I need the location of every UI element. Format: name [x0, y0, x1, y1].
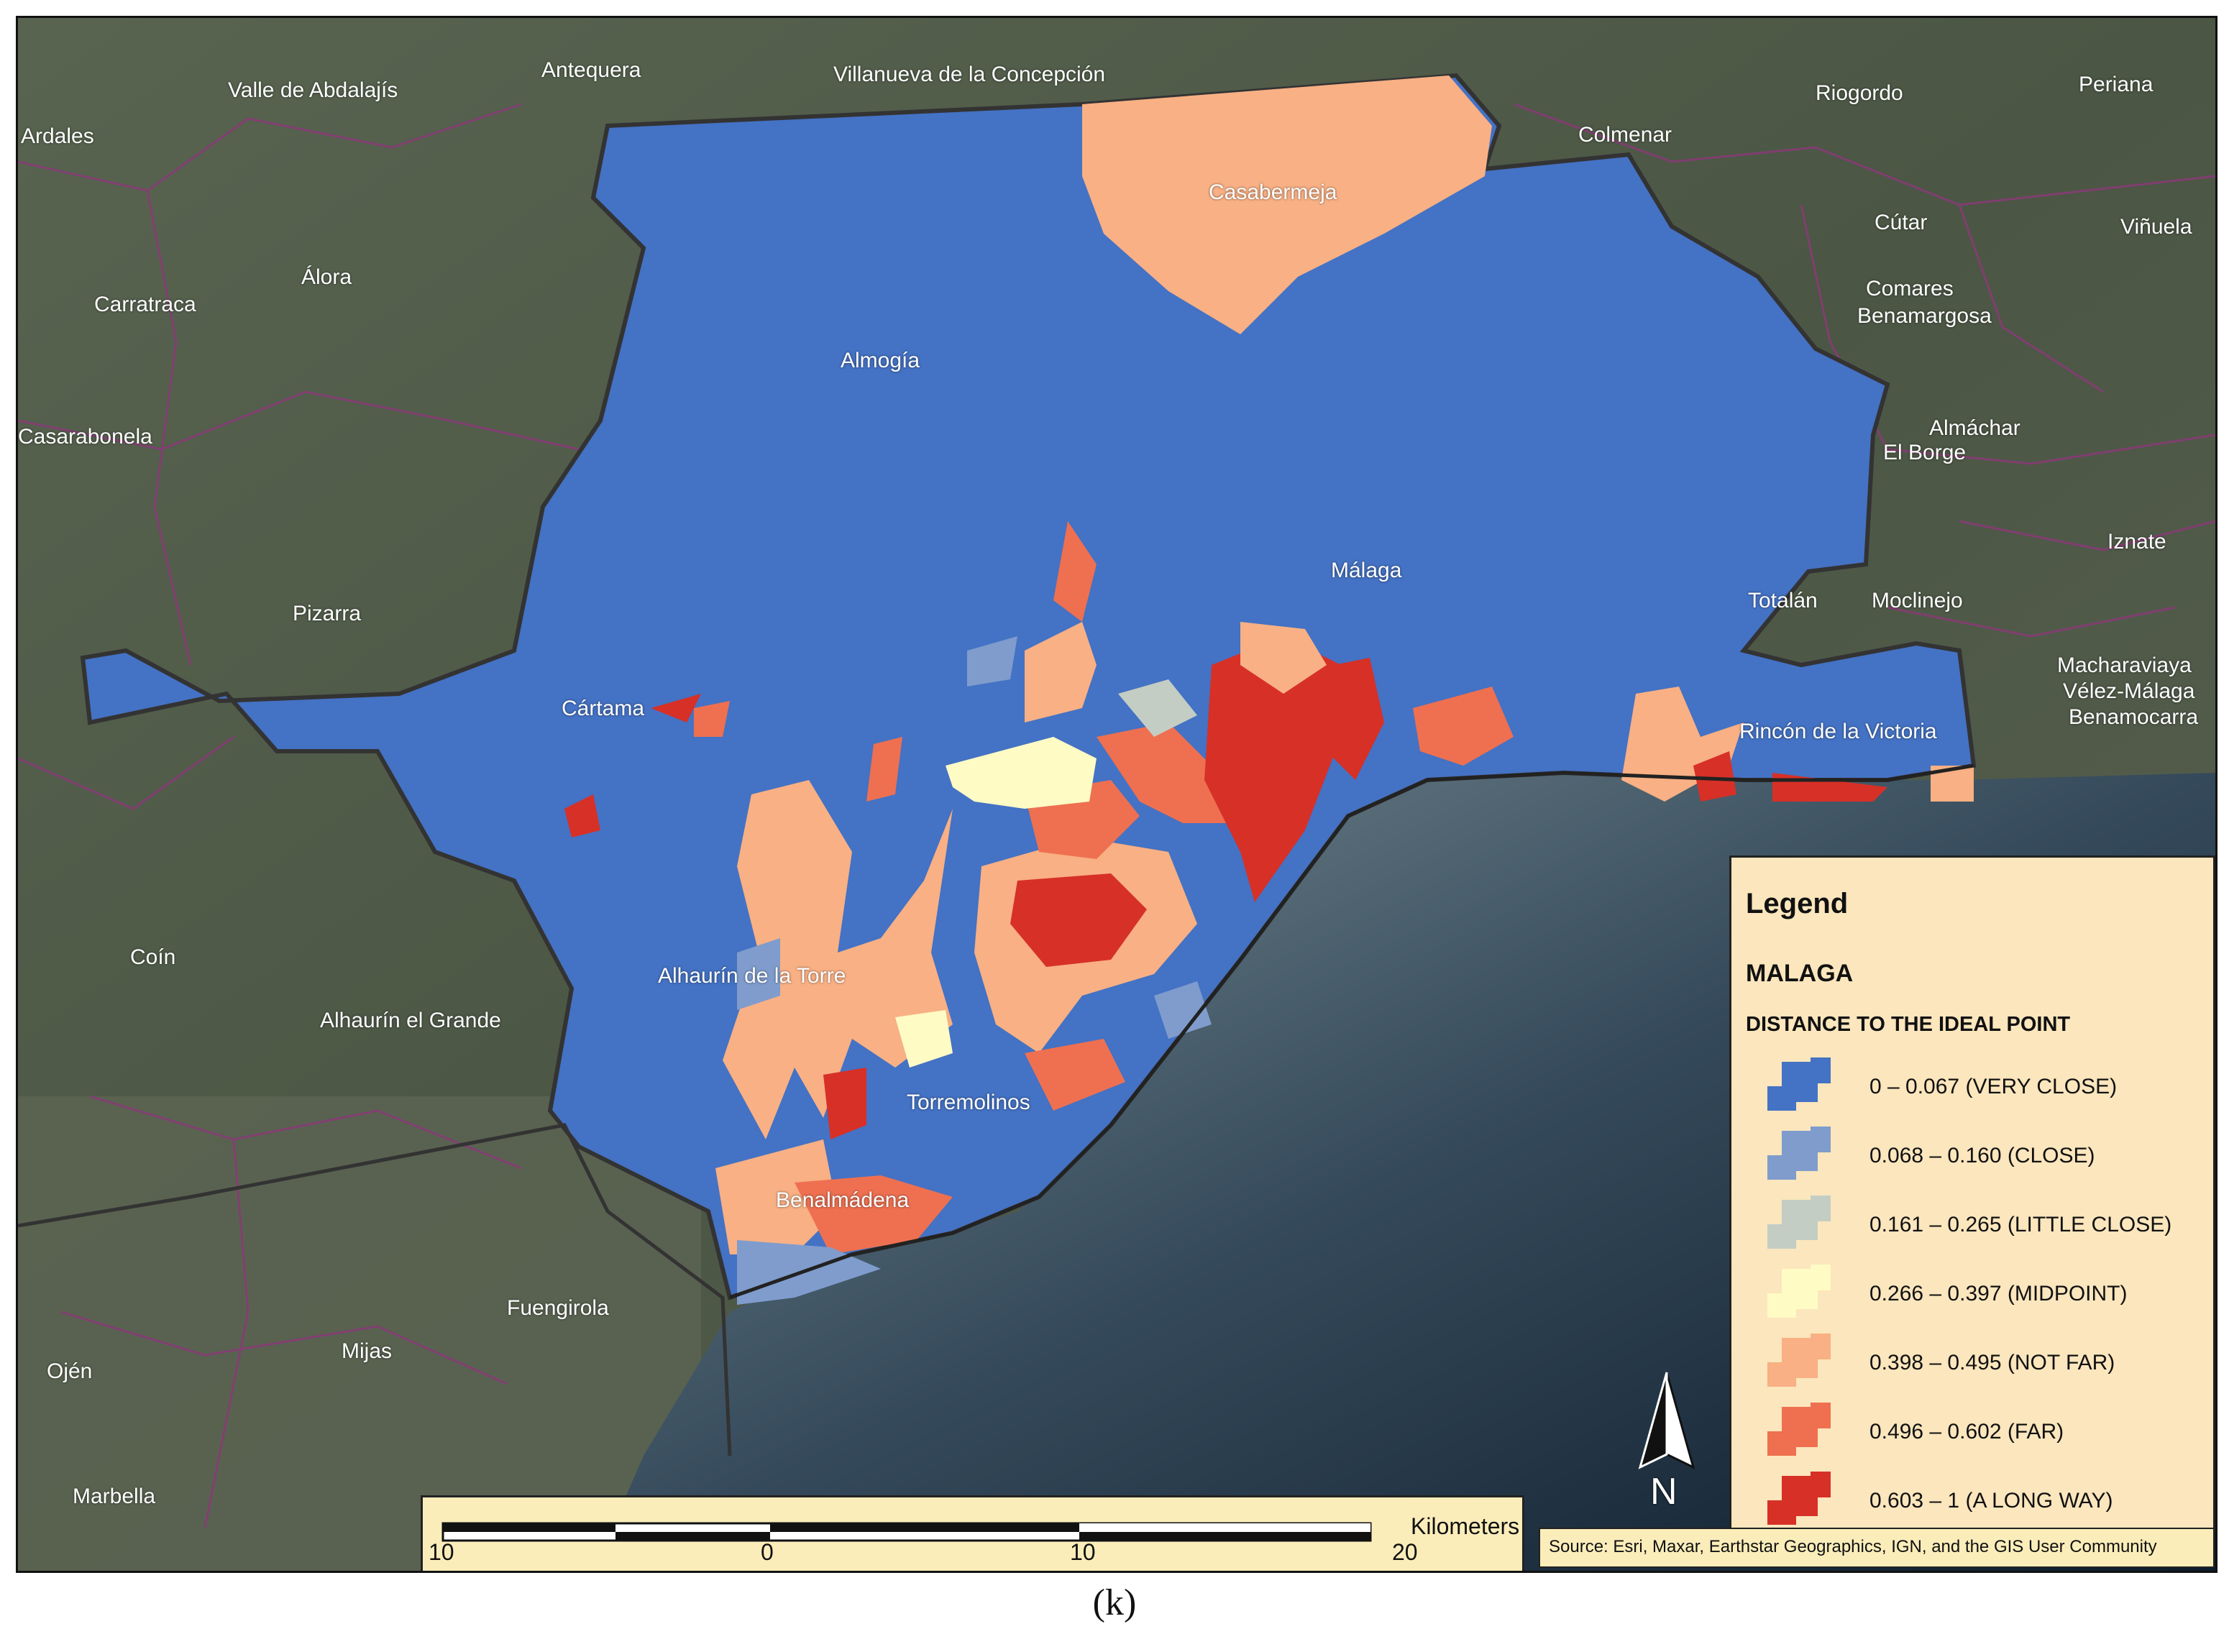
place-label-almachar: Almáchar: [1929, 416, 2020, 440]
legend-class-label: 0.496 – 0.602 (FAR): [1869, 1420, 2064, 1444]
zone-casabermeja: [1082, 75, 1492, 334]
legend-swatch: [1767, 1057, 1831, 1111]
legend-class-label: 0.603 – 1 (A LONG WAY): [1869, 1489, 2113, 1513]
place-label-ojen: Ojén: [47, 1359, 93, 1383]
legend-class-6: 0.603 – 1 (A LONG WAY): [1767, 1472, 2213, 1529]
municipal-boundaries: [18, 103, 2215, 1528]
legend-swatch: [1767, 1126, 1831, 1180]
scale-tick-1: 0: [761, 1539, 774, 1565]
map-frame[interactable]: Antequera Villanueva de la Concepción Va…: [16, 16, 2217, 1573]
place-label-valle: Valle de Abdalajís: [228, 78, 398, 102]
place-label-cartama: Cártama: [562, 697, 645, 720]
place-label-malaga: Málaga: [1331, 559, 1402, 582]
place-label-colmenar: Colmenar: [1578, 123, 1672, 147]
place-label-ardales: Ardales: [21, 124, 94, 148]
place-label-alora: Álora: [301, 265, 352, 289]
place-label-riogordo: Riogordo: [1816, 81, 1903, 105]
north-arrow-label: N: [1650, 1471, 1678, 1513]
figure-caption: (k): [1092, 1582, 1137, 1623]
place-label-villanueva: Villanueva de la Concepción: [833, 63, 1106, 86]
place-label-antequera: Antequera: [541, 58, 641, 82]
place-label-torremolinos: Torremolinos: [907, 1091, 1030, 1114]
place-label-coin: Coín: [130, 945, 176, 969]
scale-tick-0: 10: [429, 1539, 454, 1565]
legend-swatch: [1767, 1196, 1831, 1249]
scale-tick-3: 20: [1392, 1539, 1418, 1565]
place-label-periana: Periana: [2079, 73, 2154, 96]
place-label-carratraca: Carratraca: [94, 293, 196, 316]
place-label-cutar: Cútar: [1875, 211, 1928, 234]
place-label-alhaurin-torre: Alhaurín de la Torre: [658, 964, 846, 988]
legend-swatch: [1767, 1265, 1831, 1318]
place-label-pizarra: Pizarra: [293, 602, 362, 625]
place-label-iznate: Iznate: [2107, 530, 2166, 554]
place-label-vinuela: Viñuela: [2120, 215, 2192, 239]
scale-bar-graphic: [441, 1522, 1372, 1542]
legend-class-label: 0 – 0.067 (VERY CLOSE): [1869, 1075, 2118, 1098]
legend-class-4: 0.398 – 0.495 (NOT FAR): [1767, 1334, 2213, 1391]
place-label-benalmadena: Benalmádena: [776, 1188, 910, 1212]
place-label-marbella: Marbella: [73, 1484, 156, 1508]
place-label-casarabonela: Casarabonela: [18, 425, 152, 449]
legend-class-label: 0.266 – 0.397 (MIDPOINT): [1869, 1282, 2128, 1305]
legend-class-label: 0.161 – 0.265 (LITTLE CLOSE): [1869, 1213, 2172, 1236]
legend-title: Legend: [1746, 888, 1849, 919]
coastline: [729, 763, 1974, 1300]
place-label-benamargosa: Benamargosa: [1857, 304, 1992, 328]
legend-swatch: [1767, 1334, 1831, 1387]
legend-layer-name: MALAGA: [1746, 960, 1854, 987]
place-label-macharaviaya: Macharaviaya: [2057, 653, 2192, 677]
scale-unit: Kilometers: [1411, 1513, 1520, 1539]
legend-swatch: [1767, 1472, 1831, 1525]
place-label-almogia: Almogía: [841, 349, 920, 372]
place-label-rincon: Rincón de la Victoria: [1739, 720, 1937, 743]
urban-zones: [564, 521, 1974, 1305]
place-label-casabermeja: Casabermeja: [1209, 180, 1337, 204]
legend-class-1: 0.068 – 0.160 (CLOSE): [1767, 1126, 2213, 1184]
place-label-mijas: Mijas: [342, 1339, 393, 1363]
legend-class-0: 0 – 0.067 (VERY CLOSE): [1767, 1057, 2213, 1115]
north-arrow: N: [1634, 1369, 1699, 1513]
legend-class-3: 0.266 – 0.397 (MIDPOINT): [1767, 1265, 2213, 1322]
source-credit: Source: Esri, Maxar, Earthstar Geographi…: [1539, 1528, 2215, 1568]
north-arrow-icon: [1638, 1372, 1695, 1469]
place-label-velez: Vélez-Málaga: [2063, 679, 2195, 703]
place-label-alhaurin-grande: Alhaurín el Grande: [320, 1009, 501, 1032]
place-label-elborge: El Borge: [1883, 441, 1967, 464]
province-boundary: [18, 1123, 732, 1456]
scale-bar: 10 0 10 20 Kilometers: [421, 1495, 1524, 1571]
place-label-benamocarra: Benamocarra: [2069, 705, 2199, 729]
legend-class-label: 0.068 – 0.160 (CLOSE): [1869, 1144, 2095, 1167]
legend-field-name: DISTANCE TO THE IDEAL POINT: [1746, 1013, 2071, 1036]
scale-tick-2: 10: [1070, 1539, 1096, 1565]
place-label-comares: Comares: [1866, 277, 1954, 300]
place-label-moclinejo: Moclinejo: [1872, 589, 1963, 612]
legend-class-label: 0.398 – 0.495 (NOT FAR): [1869, 1351, 2115, 1375]
legend-swatch: [1767, 1403, 1831, 1456]
legend-panel: Legend MALAGA DISTANCE TO THE IDEAL POIN…: [1729, 855, 2215, 1533]
place-label-totalan: Totalán: [1748, 589, 1818, 612]
legend-class-2: 0.161 – 0.265 (LITTLE CLOSE): [1767, 1196, 2213, 1253]
place-label-fuengirola: Fuengirola: [507, 1296, 609, 1320]
legend-class-5: 0.496 – 0.602 (FAR): [1767, 1403, 2213, 1460]
